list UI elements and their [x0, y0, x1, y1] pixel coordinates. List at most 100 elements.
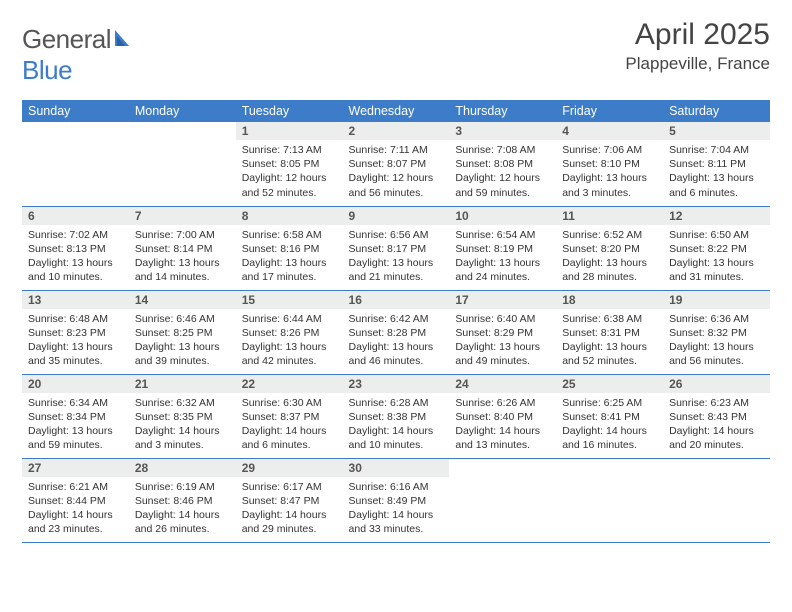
sunrise-text: Sunrise: 6:28 AM: [349, 396, 444, 410]
sunrise-text: Sunrise: 6:21 AM: [28, 480, 123, 494]
daylight-text: Daylight: 13 hours and 46 minutes.: [349, 340, 444, 368]
day-number: 10: [449, 207, 556, 225]
sunrise-text: Sunrise: 6:26 AM: [455, 396, 550, 410]
daylight-text: Daylight: 13 hours and 31 minutes.: [669, 256, 764, 284]
calendar-cell-empty: [663, 458, 770, 542]
calendar-cell: 23Sunrise: 6:28 AMSunset: 8:38 PMDayligh…: [343, 374, 450, 458]
sunrise-text: Sunrise: 6:38 AM: [562, 312, 657, 326]
daylight-text: Daylight: 14 hours and 13 minutes.: [455, 424, 550, 452]
day-number: 24: [449, 375, 556, 393]
calendar-cell: 8Sunrise: 6:58 AMSunset: 8:16 PMDaylight…: [236, 206, 343, 290]
sunrise-text: Sunrise: 7:13 AM: [242, 143, 337, 157]
day-number: 1: [236, 122, 343, 140]
day-body: Sunrise: 6:48 AMSunset: 8:23 PMDaylight:…: [22, 309, 129, 373]
calendar-cell: 11Sunrise: 6:52 AMSunset: 8:20 PMDayligh…: [556, 206, 663, 290]
sunrise-text: Sunrise: 6:17 AM: [242, 480, 337, 494]
sunrise-text: Sunrise: 6:42 AM: [349, 312, 444, 326]
day-number: 20: [22, 375, 129, 393]
sunset-text: Sunset: 8:07 PM: [349, 157, 444, 171]
logo-sail-icon: [113, 24, 135, 55]
sunset-text: Sunset: 8:23 PM: [28, 326, 123, 340]
calendar-cell: 19Sunrise: 6:36 AMSunset: 8:32 PMDayligh…: [663, 290, 770, 374]
calendar-cell: 18Sunrise: 6:38 AMSunset: 8:31 PMDayligh…: [556, 290, 663, 374]
day-body: Sunrise: 6:34 AMSunset: 8:34 PMDaylight:…: [22, 393, 129, 457]
daylight-text: Daylight: 13 hours and 39 minutes.: [135, 340, 230, 368]
calendar-cell: 17Sunrise: 6:40 AMSunset: 8:29 PMDayligh…: [449, 290, 556, 374]
daylight-text: Daylight: 12 hours and 56 minutes.: [349, 171, 444, 199]
sunset-text: Sunset: 8:44 PM: [28, 494, 123, 508]
day-number: 19: [663, 291, 770, 309]
calendar-cell: 20Sunrise: 6:34 AMSunset: 8:34 PMDayligh…: [22, 374, 129, 458]
sunrise-text: Sunrise: 6:30 AM: [242, 396, 337, 410]
day-number: 3: [449, 122, 556, 140]
calendar-cell: 12Sunrise: 6:50 AMSunset: 8:22 PMDayligh…: [663, 206, 770, 290]
logo-text: GeneralBlue: [22, 24, 135, 86]
calendar-cell: 7Sunrise: 7:00 AMSunset: 8:14 PMDaylight…: [129, 206, 236, 290]
day-number: 4: [556, 122, 663, 140]
sunset-text: Sunset: 8:25 PM: [135, 326, 230, 340]
sunset-text: Sunset: 8:32 PM: [669, 326, 764, 340]
calendar-week-row: 1Sunrise: 7:13 AMSunset: 8:05 PMDaylight…: [22, 122, 770, 206]
daylight-text: Daylight: 14 hours and 26 minutes.: [135, 508, 230, 536]
day-number: 6: [22, 207, 129, 225]
day-body: Sunrise: 6:26 AMSunset: 8:40 PMDaylight:…: [449, 393, 556, 457]
day-number: 5: [663, 122, 770, 140]
day-number: 21: [129, 375, 236, 393]
sunset-text: Sunset: 8:31 PM: [562, 326, 657, 340]
day-number: 11: [556, 207, 663, 225]
calendar-week-row: 27Sunrise: 6:21 AMSunset: 8:44 PMDayligh…: [22, 458, 770, 542]
day-body: Sunrise: 6:42 AMSunset: 8:28 PMDaylight:…: [343, 309, 450, 373]
sunrise-text: Sunrise: 6:50 AM: [669, 228, 764, 242]
calendar-table: SundayMondayTuesdayWednesdayThursdayFrid…: [22, 100, 770, 543]
calendar-cell: 26Sunrise: 6:23 AMSunset: 8:43 PMDayligh…: [663, 374, 770, 458]
day-body: Sunrise: 6:38 AMSunset: 8:31 PMDaylight:…: [556, 309, 663, 373]
sunset-text: Sunset: 8:47 PM: [242, 494, 337, 508]
daylight-text: Daylight: 14 hours and 6 minutes.: [242, 424, 337, 452]
sunset-text: Sunset: 8:19 PM: [455, 242, 550, 256]
calendar-cell: 24Sunrise: 6:26 AMSunset: 8:40 PMDayligh…: [449, 374, 556, 458]
calendar-cell: 1Sunrise: 7:13 AMSunset: 8:05 PMDaylight…: [236, 122, 343, 206]
day-body: Sunrise: 6:56 AMSunset: 8:17 PMDaylight:…: [343, 225, 450, 289]
calendar-cell: 21Sunrise: 6:32 AMSunset: 8:35 PMDayligh…: [129, 374, 236, 458]
sunset-text: Sunset: 8:41 PM: [562, 410, 657, 424]
calendar-cell: 14Sunrise: 6:46 AMSunset: 8:25 PMDayligh…: [129, 290, 236, 374]
day-body: Sunrise: 6:21 AMSunset: 8:44 PMDaylight:…: [22, 477, 129, 541]
calendar-cell: 29Sunrise: 6:17 AMSunset: 8:47 PMDayligh…: [236, 458, 343, 542]
day-number: 26: [663, 375, 770, 393]
day-body: Sunrise: 6:46 AMSunset: 8:25 PMDaylight:…: [129, 309, 236, 373]
sunset-text: Sunset: 8:29 PM: [455, 326, 550, 340]
sunrise-text: Sunrise: 6:25 AM: [562, 396, 657, 410]
day-number: 17: [449, 291, 556, 309]
weekday-header: Saturday: [663, 100, 770, 122]
calendar-cell: 3Sunrise: 7:08 AMSunset: 8:08 PMDaylight…: [449, 122, 556, 206]
calendar-cell: 27Sunrise: 6:21 AMSunset: 8:44 PMDayligh…: [22, 458, 129, 542]
day-body: Sunrise: 7:08 AMSunset: 8:08 PMDaylight:…: [449, 140, 556, 204]
sunrise-text: Sunrise: 7:00 AM: [135, 228, 230, 242]
sunset-text: Sunset: 8:11 PM: [669, 157, 764, 171]
sunrise-text: Sunrise: 6:54 AM: [455, 228, 550, 242]
day-number: 13: [22, 291, 129, 309]
sunset-text: Sunset: 8:16 PM: [242, 242, 337, 256]
sunrise-text: Sunrise: 7:08 AM: [455, 143, 550, 157]
daylight-text: Daylight: 13 hours and 3 minutes.: [562, 171, 657, 199]
sunset-text: Sunset: 8:20 PM: [562, 242, 657, 256]
calendar-cell: 16Sunrise: 6:42 AMSunset: 8:28 PMDayligh…: [343, 290, 450, 374]
sunset-text: Sunset: 8:46 PM: [135, 494, 230, 508]
sunset-text: Sunset: 8:17 PM: [349, 242, 444, 256]
sunrise-text: Sunrise: 6:40 AM: [455, 312, 550, 326]
day-body: Sunrise: 6:30 AMSunset: 8:37 PMDaylight:…: [236, 393, 343, 457]
daylight-text: Daylight: 13 hours and 56 minutes.: [669, 340, 764, 368]
sunrise-text: Sunrise: 6:46 AM: [135, 312, 230, 326]
daylight-text: Daylight: 12 hours and 59 minutes.: [455, 171, 550, 199]
sunrise-text: Sunrise: 6:19 AM: [135, 480, 230, 494]
calendar-cell-empty: [556, 458, 663, 542]
calendar-cell: 10Sunrise: 6:54 AMSunset: 8:19 PMDayligh…: [449, 206, 556, 290]
sunset-text: Sunset: 8:08 PM: [455, 157, 550, 171]
calendar-cell: 5Sunrise: 7:04 AMSunset: 8:11 PMDaylight…: [663, 122, 770, 206]
day-body: Sunrise: 6:17 AMSunset: 8:47 PMDaylight:…: [236, 477, 343, 541]
weekday-header: Tuesday: [236, 100, 343, 122]
daylight-text: Daylight: 14 hours and 20 minutes.: [669, 424, 764, 452]
sunrise-text: Sunrise: 6:34 AM: [28, 396, 123, 410]
day-body: Sunrise: 6:28 AMSunset: 8:38 PMDaylight:…: [343, 393, 450, 457]
calendar-cell: 15Sunrise: 6:44 AMSunset: 8:26 PMDayligh…: [236, 290, 343, 374]
